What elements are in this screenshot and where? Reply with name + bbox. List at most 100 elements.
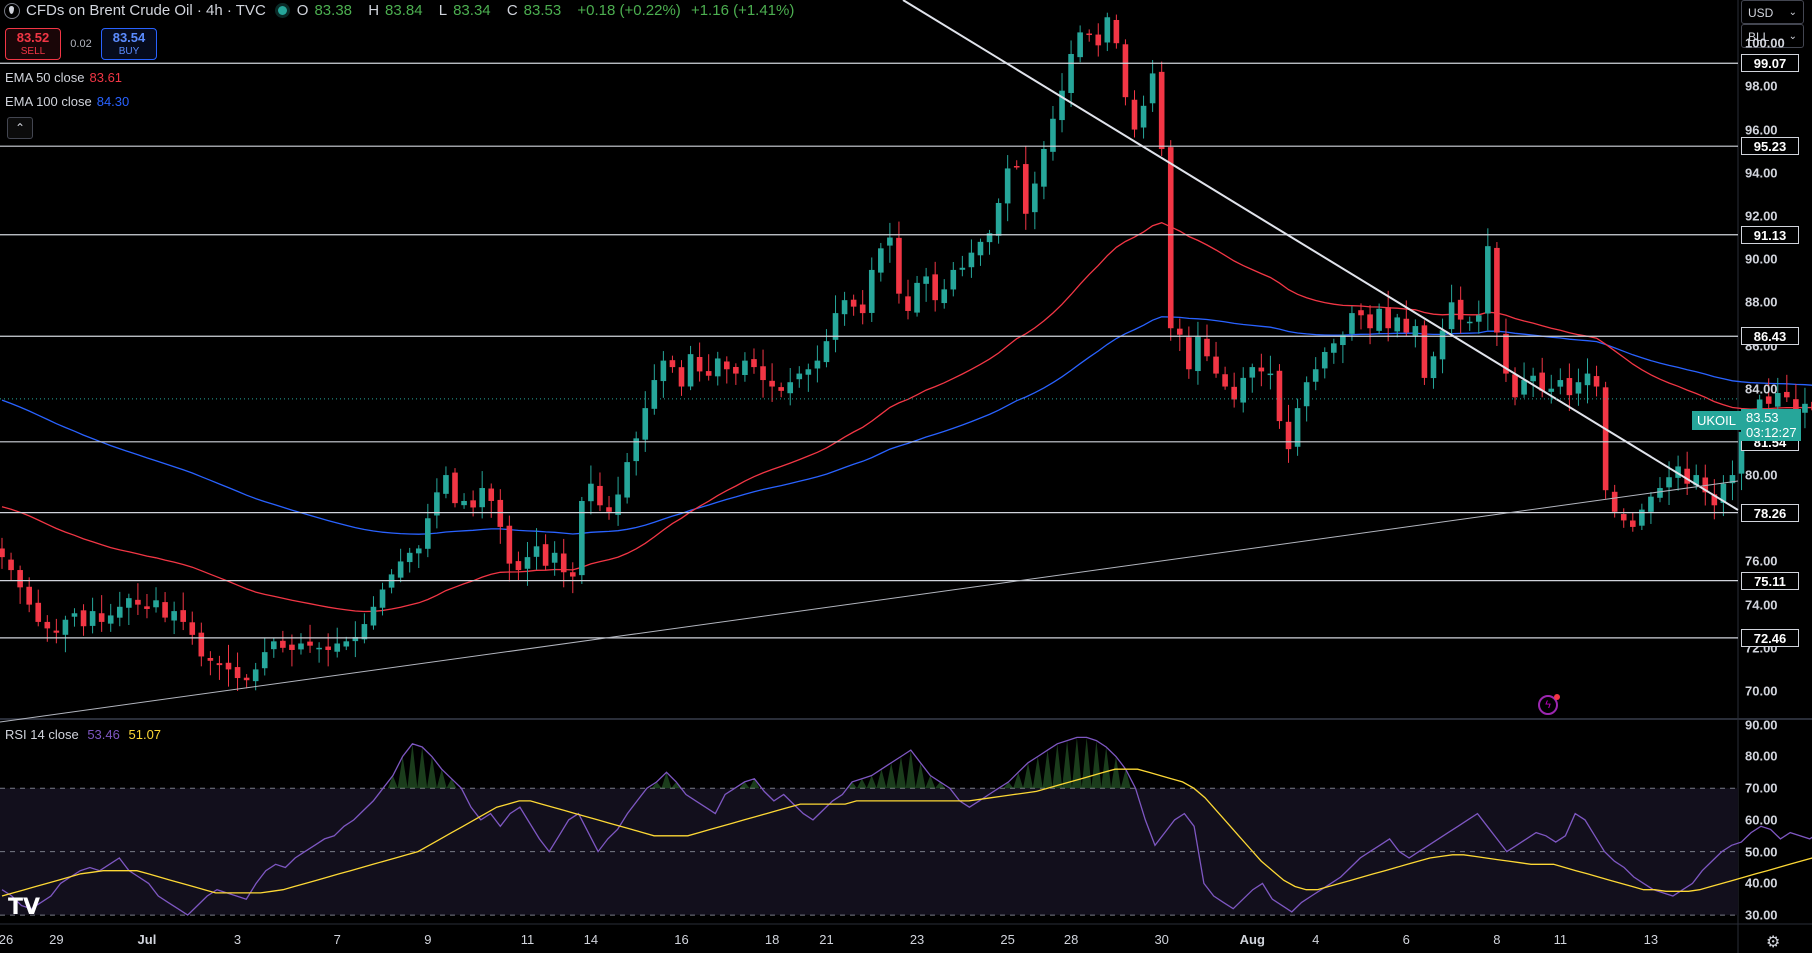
candle[interactable] <box>887 222 893 263</box>
candle[interactable] <box>1258 353 1265 387</box>
candle[interactable] <box>243 674 250 689</box>
candle[interactable] <box>1367 305 1373 345</box>
candle[interactable] <box>497 489 504 544</box>
candle[interactable] <box>1059 73 1065 133</box>
sell-button[interactable]: 83.52 SELL <box>5 28 61 60</box>
candle[interactable] <box>914 275 920 317</box>
ema50-legend[interactable]: EMA 50 close 83.61 <box>5 70 123 85</box>
candle[interactable] <box>678 360 685 396</box>
buy-button[interactable]: 83.54 BUY <box>101 28 157 60</box>
candle[interactable] <box>1303 376 1310 422</box>
candle[interactable] <box>479 471 485 519</box>
candle[interactable] <box>126 593 132 626</box>
candle[interactable] <box>796 366 803 388</box>
candle[interactable] <box>1466 316 1473 331</box>
candle[interactable] <box>687 345 694 391</box>
candle[interactable] <box>1312 357 1319 391</box>
candle[interactable] <box>406 547 413 573</box>
candle[interactable] <box>316 642 322 663</box>
candle[interactable] <box>733 363 739 385</box>
candle[interactable] <box>1022 145 1029 230</box>
currency-select[interactable]: USD ⌄ <box>1741 0 1804 24</box>
candle[interactable] <box>1503 318 1509 382</box>
candle[interactable] <box>1231 372 1237 408</box>
gear-icon[interactable]: ⚙ <box>1766 934 1781 951</box>
candle[interactable] <box>624 452 630 504</box>
candle[interactable] <box>343 636 350 651</box>
candle[interactable] <box>17 565 23 604</box>
bolt-icon[interactable]: ϟ <box>1538 694 1560 715</box>
candle[interactable] <box>153 587 159 613</box>
candle[interactable] <box>1140 95 1147 139</box>
collapse-legend-button[interactable]: ⌃ <box>7 117 33 139</box>
candle[interactable] <box>1639 503 1645 530</box>
candle[interactable] <box>352 621 359 658</box>
candle[interactable] <box>1086 29 1092 42</box>
tradingview-logo-icon[interactable]: 𝗧𝗩 <box>8 894 41 919</box>
candle[interactable] <box>53 618 60 644</box>
candle[interactable] <box>379 582 386 616</box>
candle[interactable] <box>198 622 205 667</box>
candle[interactable] <box>959 255 966 277</box>
candle[interactable] <box>8 552 14 581</box>
candle[interactable] <box>180 592 186 631</box>
candle[interactable] <box>1648 491 1654 524</box>
candle[interactable] <box>71 608 78 627</box>
candle[interactable] <box>1013 160 1020 170</box>
candle[interactable] <box>1575 368 1582 406</box>
candle[interactable] <box>261 637 268 676</box>
candle[interactable] <box>724 356 730 384</box>
candle[interactable] <box>1784 374 1790 403</box>
candle[interactable] <box>597 472 603 512</box>
candle[interactable] <box>0 537 5 569</box>
candle[interactable] <box>923 267 929 302</box>
candle[interactable] <box>859 290 866 325</box>
candle[interactable] <box>397 548 404 583</box>
candle[interactable] <box>325 633 331 667</box>
candle[interactable] <box>280 630 286 653</box>
candle[interactable] <box>62 615 69 653</box>
candle[interactable] <box>1729 460 1736 501</box>
candle[interactable] <box>271 637 277 658</box>
candle[interactable] <box>1385 290 1391 342</box>
candle[interactable] <box>515 551 522 581</box>
candle[interactable] <box>1475 300 1482 334</box>
candle[interactable] <box>1331 338 1337 364</box>
candle[interactable] <box>1276 364 1283 429</box>
candle[interactable] <box>252 662 259 691</box>
candle[interactable] <box>461 493 467 509</box>
candle[interactable] <box>189 611 196 645</box>
candle[interactable] <box>1032 171 1038 230</box>
candle[interactable] <box>107 603 114 632</box>
candle[interactable] <box>1095 23 1102 57</box>
candle[interactable] <box>588 465 594 515</box>
candle[interactable] <box>1620 508 1627 528</box>
candle[interactable] <box>361 613 368 644</box>
candle[interactable] <box>89 597 96 634</box>
candle[interactable] <box>1765 378 1772 412</box>
candle[interactable] <box>896 221 902 304</box>
candle[interactable] <box>35 589 42 627</box>
candle[interactable] <box>1439 318 1446 374</box>
candle[interactable] <box>1394 313 1401 338</box>
candle[interactable] <box>1204 324 1210 362</box>
candle[interactable] <box>234 652 241 691</box>
candle[interactable] <box>1448 284 1455 337</box>
candle[interactable] <box>1457 286 1464 334</box>
candle[interactable] <box>714 351 721 386</box>
candle[interactable] <box>986 229 993 255</box>
candle[interactable] <box>207 651 214 676</box>
candle[interactable] <box>289 634 295 667</box>
candle[interactable] <box>841 291 848 326</box>
candle[interactable] <box>814 345 821 383</box>
candle[interactable] <box>1376 303 1382 335</box>
candle[interactable] <box>1004 155 1011 222</box>
candle[interactable] <box>660 351 667 398</box>
unit-select[interactable]: BLL ⌄ <box>1741 24 1804 48</box>
symbol-title[interactable]: CFDs on Brent Crude Oil · 4h · TVC <box>26 2 266 19</box>
candle[interactable] <box>832 295 839 353</box>
candle[interactable] <box>542 534 549 571</box>
candle[interactable] <box>1593 365 1600 397</box>
candle[interactable] <box>1285 404 1292 463</box>
